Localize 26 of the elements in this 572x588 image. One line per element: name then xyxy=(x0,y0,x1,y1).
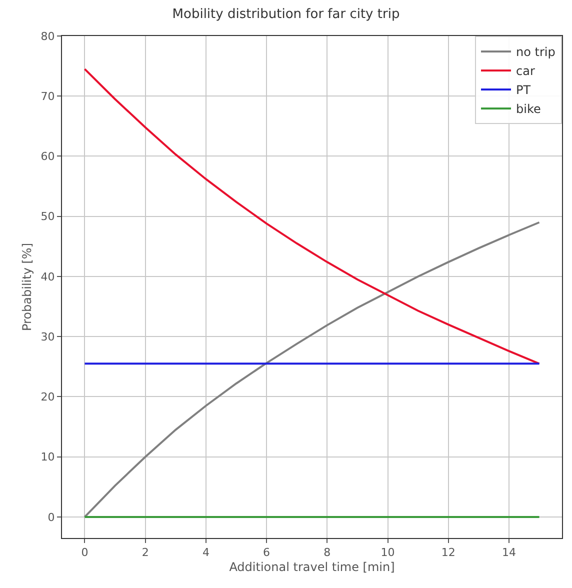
y-axis-title: Probability [%] xyxy=(20,242,34,332)
chart-title: Mobility distribution for far city trip xyxy=(172,6,400,22)
x-tick-label: 4 xyxy=(202,546,210,560)
legend-label: car xyxy=(516,64,535,78)
y-tick-label: 70 xyxy=(40,90,55,103)
legend-label: no trip xyxy=(516,45,556,60)
y-tick-label: 30 xyxy=(40,330,55,344)
legend-label: bike xyxy=(516,102,541,116)
y-tick-label: 50 xyxy=(40,210,55,224)
y-tick-label: 80 xyxy=(40,30,55,43)
x-tick-label: 14 xyxy=(502,546,516,560)
y-tick-label: 10 xyxy=(40,450,55,464)
line-series xyxy=(84,221,540,518)
x-tick-label: 6 xyxy=(263,546,270,560)
x-tick-label: 8 xyxy=(324,546,331,560)
x-tick-label: 10 xyxy=(380,546,395,560)
legend-label: PT xyxy=(516,83,532,98)
x-tick-label: 0 xyxy=(81,546,88,560)
line-series xyxy=(84,68,540,365)
y-tick-label: 0 xyxy=(48,510,55,524)
y-tick-label: 60 xyxy=(40,150,55,164)
x-tick-label: 2 xyxy=(142,546,149,560)
x-tick-label: 12 xyxy=(441,546,456,560)
x-axis-title: Additional travel time [min] xyxy=(229,560,395,574)
y-tick-label: 20 xyxy=(40,390,55,404)
y-tick-label: 40 xyxy=(40,270,55,284)
